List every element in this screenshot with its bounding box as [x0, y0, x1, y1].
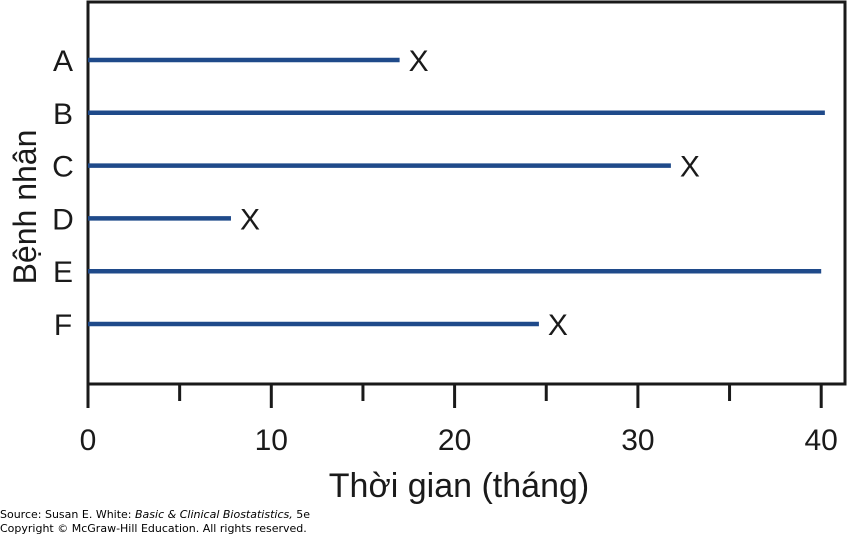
event-marker-a: X — [409, 45, 429, 78]
source-note: Source: Susan E. White: Basic & Clinical… — [0, 508, 310, 536]
x-tick-label-40: 40 — [805, 424, 838, 457]
copyright-notice: Copyright © McGraw-Hill Education. All r… — [0, 522, 307, 535]
patient-label-f: F — [54, 309, 72, 342]
x-tick-label-10: 10 — [255, 424, 288, 457]
x-tick-label-30: 30 — [621, 424, 654, 457]
patient-label-e: E — [53, 256, 73, 289]
source-book-title: Basic & Clinical Biostatistics, — [135, 508, 293, 521]
survival-timeline-chart: A X BC X D X EF X 0 10 20 30 40 Bệnh nhân Thời gian … — [7, 0, 847, 505]
plot-frame — [86, 0, 847, 386]
x-tick-label-20: 20 — [438, 424, 471, 457]
event-marker-c: X — [680, 151, 700, 184]
source-citation: Source: Susan E. White: Basic & Clinical… — [0, 508, 310, 522]
patient-label-b: B — [53, 98, 73, 131]
x-axis-label: Thời gian (tháng) — [329, 467, 589, 505]
source-prefix: Source: Susan E. White: — [0, 508, 136, 521]
patient-label-a: A — [53, 45, 73, 78]
patient-label-c: C — [52, 151, 74, 184]
source-edition: 5e — [292, 508, 310, 521]
y-axis-label: Bệnh nhân — [7, 130, 43, 285]
event-marker-d: X — [240, 203, 260, 236]
event-marker-f: X — [548, 309, 568, 342]
x-tick-label-0: 0 — [80, 424, 97, 457]
patient-label-d: D — [52, 203, 74, 236]
